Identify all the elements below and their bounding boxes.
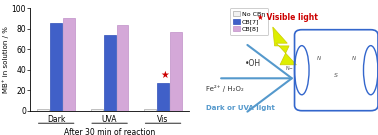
Text: ★ Visible light: ★ Visible light [257, 14, 318, 23]
Bar [144, 109, 156, 111]
Text: Fe²⁺ / H₂O₂: Fe²⁺ / H₂O₂ [206, 85, 243, 92]
Bar [104, 35, 116, 111]
Text: •OH: •OH [245, 58, 261, 68]
Polygon shape [273, 27, 296, 65]
Bar [91, 109, 103, 111]
Bar [116, 25, 129, 111]
Text: N−: N− [285, 66, 293, 71]
Bar [37, 109, 49, 111]
Bar [157, 83, 169, 111]
X-axis label: After 30 min of reaction: After 30 min of reaction [64, 128, 155, 135]
Text: ★: ★ [160, 70, 169, 80]
Text: S: S [334, 73, 338, 78]
Text: N: N [352, 56, 356, 61]
Y-axis label: MB⁺ in solution / %: MB⁺ in solution / % [3, 26, 9, 93]
Text: Dark or UVA light: Dark or UVA light [206, 105, 274, 111]
Bar [50, 23, 62, 111]
Bar [170, 32, 182, 111]
Legend: No CBη, CB[7], CB[8]: No CBη, CB[7], CB[8] [230, 8, 268, 35]
Text: N: N [317, 56, 321, 61]
Bar [63, 18, 75, 111]
FancyArrowPatch shape [221, 45, 292, 112]
